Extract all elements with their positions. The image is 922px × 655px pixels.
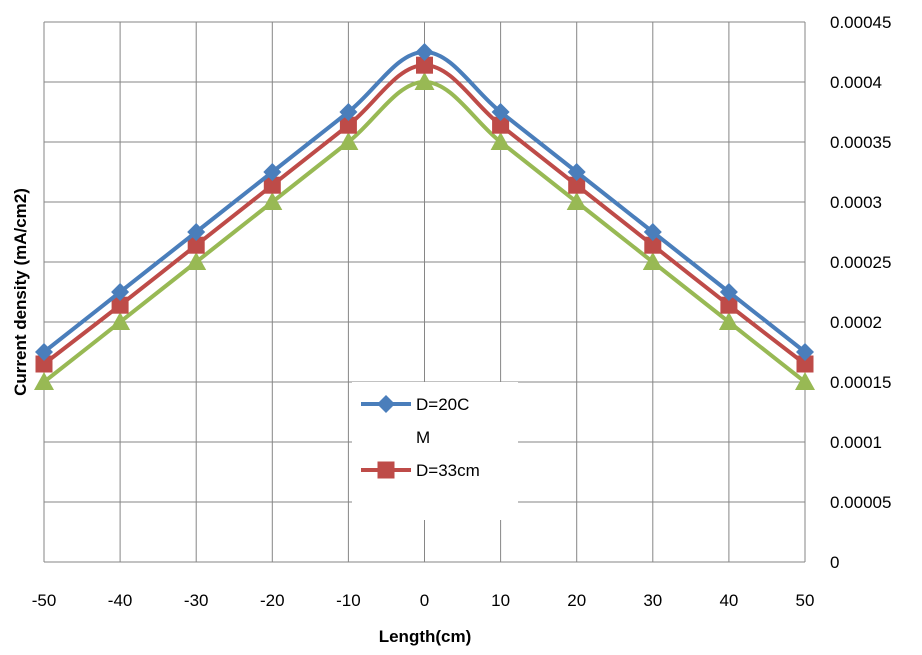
y-tick-label: 0.0001 <box>830 433 882 452</box>
y-tick-label: 0.0004 <box>830 73 882 92</box>
legend-label: D=20C <box>416 395 469 414</box>
x-tick-label: -40 <box>108 591 133 610</box>
y-tick-label: 0.0002 <box>830 313 882 332</box>
y-tick-labels: 0 0.00005 0.0001 0.00015 0.0002 0.00025 0.0003… <box>830 13 891 572</box>
x-tick-label: -50 <box>32 591 57 610</box>
legend-label: M <box>416 428 430 447</box>
diamond-marker <box>263 163 282 181</box>
y-tick-label: 0.0003 <box>830 193 882 212</box>
triangle-marker <box>642 252 663 270</box>
triangle-marker <box>262 192 283 210</box>
square-marker <box>720 296 738 314</box>
diamond-marker <box>111 283 130 301</box>
square-marker <box>263 176 281 194</box>
y-tick-label: 0.00015 <box>830 373 891 392</box>
triangle-marker <box>110 312 131 330</box>
x-tick-label: -30 <box>184 591 209 610</box>
x-tick-label: 40 <box>719 591 738 610</box>
diamond-marker <box>339 103 358 121</box>
square-marker <box>568 176 586 194</box>
legend: D=20C M D=33cm <box>352 382 518 520</box>
triangle-marker <box>338 132 359 150</box>
triangle-marker <box>34 372 54 390</box>
diamond-marker <box>719 283 738 301</box>
x-tick-label: -20 <box>260 591 285 610</box>
x-tick-label: 20 <box>567 591 586 610</box>
diamond-marker <box>187 223 206 241</box>
square-marker <box>796 355 814 373</box>
y-tick-label: 0.00035 <box>830 133 891 152</box>
y-axis-title: Current density (mA/cm2) <box>11 188 30 396</box>
diamond-marker <box>796 343 814 361</box>
triangle-marker <box>795 372 815 390</box>
square-marker <box>35 355 53 373</box>
gridlines <box>43 21 806 563</box>
square-marker <box>416 56 433 74</box>
diamond-marker <box>567 163 586 181</box>
y-tick-label: 0.00005 <box>830 493 891 512</box>
triangle-marker <box>186 252 207 270</box>
x-tick-label: -10 <box>336 591 361 610</box>
x-tick-label: 50 <box>796 591 815 610</box>
y-tick-label: 0 <box>830 553 839 572</box>
diamond-marker <box>643 223 662 241</box>
diamond-marker <box>415 43 434 61</box>
square-marker <box>339 116 357 134</box>
x-tick-label: 10 <box>491 591 510 610</box>
square-marker <box>644 236 662 254</box>
square-marker <box>492 116 510 134</box>
x-tick-labels: -50 -40 -30 -20 -10 0 10 20 30 40 50 <box>32 591 815 610</box>
square-marker <box>187 236 205 254</box>
diamond-marker <box>377 395 395 413</box>
series-3 <box>34 72 815 390</box>
diamond-marker <box>491 103 510 121</box>
diamond-marker <box>35 343 53 361</box>
series-layer <box>34 43 815 390</box>
x-axis-title: Length(cm) <box>379 627 472 646</box>
y-tick-label: 0.00045 <box>830 13 891 32</box>
triangle-marker <box>718 312 739 330</box>
y-tick-label: 0.00025 <box>830 253 891 272</box>
x-tick-label: 30 <box>643 591 662 610</box>
legend-item: D=33cm <box>361 461 480 480</box>
series-1 <box>35 43 814 361</box>
square-marker <box>111 296 129 314</box>
triangle-marker <box>566 192 587 210</box>
series-2 <box>35 56 814 373</box>
legend-label: D=33cm <box>416 461 480 480</box>
triangle-marker <box>414 72 435 90</box>
triangle-marker <box>490 132 511 150</box>
x-tick-label: 0 <box>420 591 429 610</box>
legend-item: D=20C M <box>361 395 469 447</box>
square-marker <box>377 461 395 479</box>
